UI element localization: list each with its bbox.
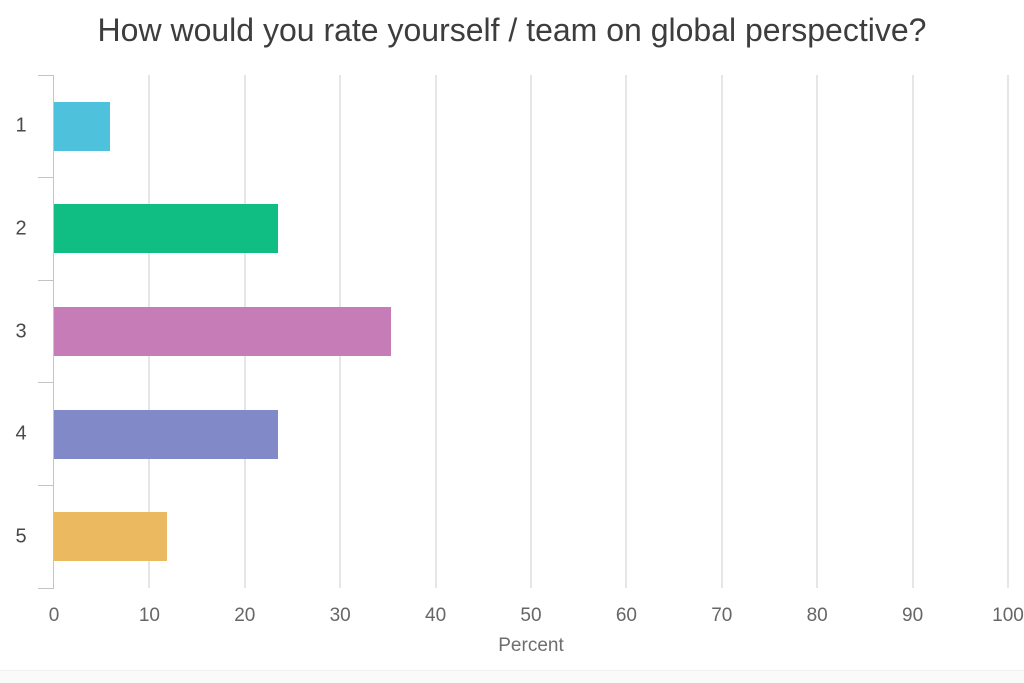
y-axis-tick-0 <box>38 74 54 76</box>
x-tick-label-40: 40 <box>425 605 447 626</box>
x-axis-label: Percent <box>498 635 564 656</box>
x-tick-label-0: 0 <box>48 605 60 626</box>
gridline-60 <box>625 75 627 588</box>
gridline-70 <box>721 75 723 588</box>
chart-title: How would you rate yourself / team on gl… <box>97 12 927 48</box>
y-axis-tick-2 <box>38 279 54 281</box>
bar-row-3 <box>54 280 1008 383</box>
x-tick-label-30: 30 <box>329 605 351 626</box>
bar-row-4 <box>54 383 1008 486</box>
bar-row-5 <box>54 485 1008 588</box>
x-tick-label-20: 20 <box>234 605 256 626</box>
x-tick-label-60: 60 <box>615 605 637 626</box>
gridline-90 <box>912 75 914 588</box>
bar-row-2 <box>54 178 1008 281</box>
x-tick-label-90: 90 <box>902 605 924 626</box>
y-axis-tick-1 <box>38 177 54 179</box>
x-tick-label-50: 50 <box>520 605 542 626</box>
y-axis-tick-3 <box>38 382 54 384</box>
x-tick-label-10: 10 <box>138 605 160 626</box>
gridline-50 <box>530 75 532 588</box>
category-label-5: 5 <box>15 525 27 548</box>
bar-5 <box>54 512 167 562</box>
bar-row-1 <box>54 75 1008 178</box>
category-label-2: 2 <box>15 217 27 240</box>
bar-3 <box>54 306 391 356</box>
gridline-100 <box>1007 75 1009 588</box>
category-label-4: 4 <box>15 422 27 445</box>
y-axis-tick-5 <box>38 587 54 589</box>
bar-4 <box>54 409 279 459</box>
category-label-1: 1 <box>15 114 27 137</box>
x-tick-label-80: 80 <box>806 605 828 626</box>
footer-divider <box>0 670 1024 683</box>
bar-2 <box>54 204 279 254</box>
gridline-40 <box>435 75 437 588</box>
x-tick-label-100: 100 <box>992 605 1024 626</box>
gridline-80 <box>816 75 818 588</box>
x-tick-label-70: 70 <box>711 605 733 626</box>
bar-1 <box>54 101 111 151</box>
category-label-3: 3 <box>15 320 27 342</box>
plot-area: 0 10 20 30 40 50 60 70 80 90 100 1 2 3 4 5 Percent <box>15 74 1024 656</box>
y-axis-tick-4 <box>38 484 54 486</box>
